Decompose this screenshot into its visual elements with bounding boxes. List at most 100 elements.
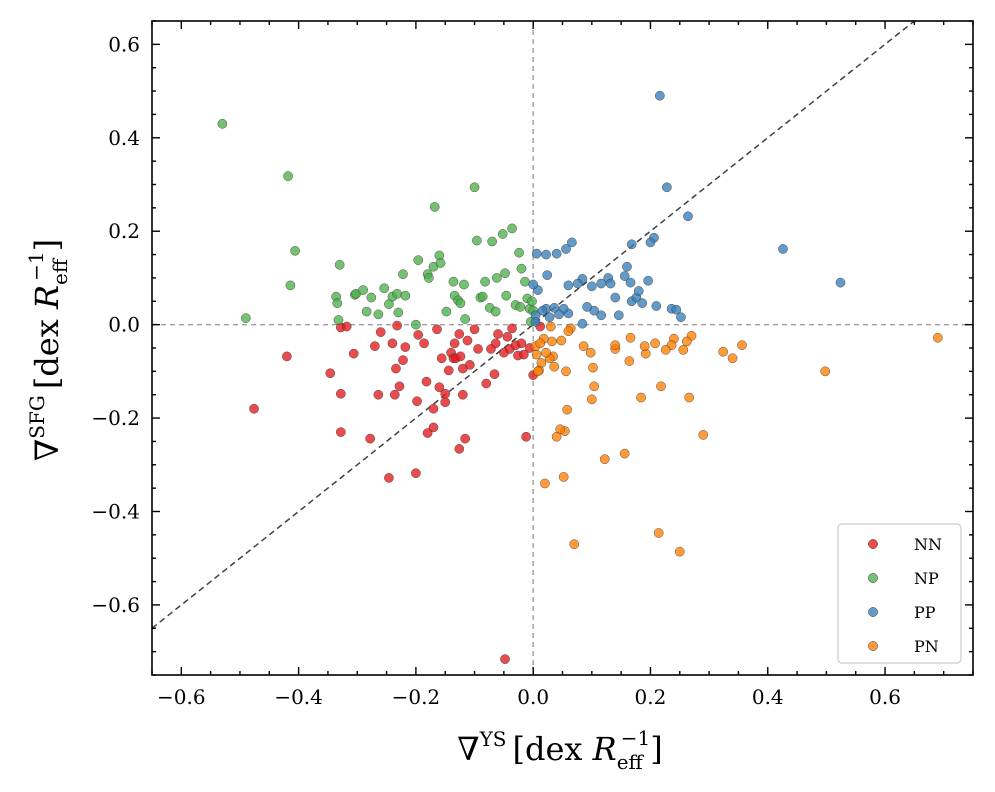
legend-label-np: NP: [914, 569, 939, 588]
point-nn: [389, 389, 400, 400]
point-nn: [516, 338, 527, 349]
point-pn: [533, 366, 543, 377]
point-pn: [610, 340, 621, 351]
y-tick-label: −0.6: [91, 593, 140, 617]
point-np: [516, 263, 527, 274]
point-nn: [507, 323, 517, 334]
point-np: [490, 306, 501, 317]
point-pp: [577, 318, 588, 329]
point-nn: [422, 428, 433, 438]
point-nn: [493, 329, 503, 339]
point-pn: [619, 448, 630, 459]
point-pp: [551, 248, 562, 259]
point-pn: [639, 341, 650, 351]
point-pp: [537, 305, 548, 316]
point-nn: [521, 431, 531, 442]
point-nn: [375, 327, 386, 337]
point-pn: [653, 528, 664, 538]
point-nn: [428, 422, 439, 433]
point-pp: [582, 302, 592, 312]
point-np: [460, 314, 471, 324]
point-np: [398, 269, 408, 280]
point-pp: [531, 248, 542, 259]
point-np: [366, 292, 377, 303]
point-pn: [624, 356, 635, 366]
y-tick-label: 0.4: [108, 126, 140, 150]
legend-marker-pn: [868, 641, 878, 651]
point-pp: [619, 271, 630, 281]
point-pn: [586, 394, 597, 405]
point-nn: [455, 351, 466, 362]
point-np: [392, 288, 402, 299]
point-pn: [636, 392, 646, 403]
y-tick-label: 0.0: [108, 313, 140, 337]
point-np: [469, 182, 480, 193]
point-pn: [820, 366, 831, 377]
point-nn: [391, 363, 401, 374]
point-pn: [737, 340, 747, 351]
point-np: [480, 276, 490, 287]
tick-labels: −0.6 −0.4 −0.2 0.0 0.2 0.4 0.6 0.6 0.4 0.2 0.0 −0.2…: [91, 32, 901, 709]
point-pp: [683, 211, 693, 222]
point-pn: [541, 347, 551, 358]
point-np: [423, 273, 434, 283]
point-pn: [531, 349, 542, 360]
point-pp: [554, 309, 564, 320]
point-pp: [626, 239, 637, 250]
point-nn: [365, 433, 376, 444]
point-nn: [394, 381, 405, 392]
point-pp: [549, 302, 560, 313]
point-nn: [412, 396, 422, 407]
x-tick-label: 0.0: [517, 685, 549, 709]
point-pp: [541, 249, 551, 260]
point-np: [515, 302, 526, 312]
point-nn: [432, 324, 442, 335]
point-nn: [421, 376, 432, 387]
point-nn: [490, 338, 501, 349]
point-pp: [778, 244, 788, 254]
point-nn: [373, 389, 384, 400]
point-nn: [325, 368, 336, 379]
y-tick-label: −0.4: [91, 500, 140, 524]
x-tick-label: 0.2: [635, 685, 667, 709]
point-np: [400, 290, 411, 301]
point-pp: [651, 301, 662, 311]
point-np: [448, 276, 459, 287]
point-pn: [718, 346, 729, 357]
point-pp: [625, 277, 636, 288]
point-np: [217, 118, 228, 129]
point-np: [332, 298, 343, 309]
point-pp: [563, 280, 574, 291]
point-np: [441, 306, 452, 317]
point-np: [290, 245, 300, 256]
point-np: [500, 268, 510, 279]
point-pp: [596, 310, 607, 321]
point-nn: [454, 329, 465, 339]
point-pn: [674, 546, 685, 557]
point-pn: [561, 366, 571, 377]
point-pp: [654, 90, 665, 101]
point-pn: [589, 381, 600, 392]
point-nn: [335, 388, 346, 399]
point-nn: [398, 355, 408, 365]
point-np: [393, 307, 404, 318]
point-nn: [411, 468, 421, 479]
point-nn: [348, 348, 359, 359]
point-np: [379, 283, 390, 294]
point-np: [497, 229, 508, 239]
point-pn: [599, 454, 610, 465]
legend-label-nn: NN: [914, 535, 942, 554]
point-pp: [633, 286, 644, 296]
point-pn: [562, 404, 573, 415]
legend-box: [837, 523, 962, 664]
x-tick-label: 0.4: [752, 685, 784, 709]
point-nn: [413, 330, 424, 340]
point-np: [358, 285, 368, 295]
point-nn: [335, 427, 346, 437]
point-pn: [540, 478, 550, 489]
point-pn: [681, 336, 692, 347]
point-pn: [558, 472, 569, 482]
x-tick-label: −0.6: [157, 685, 206, 709]
point-pp: [613, 310, 624, 321]
